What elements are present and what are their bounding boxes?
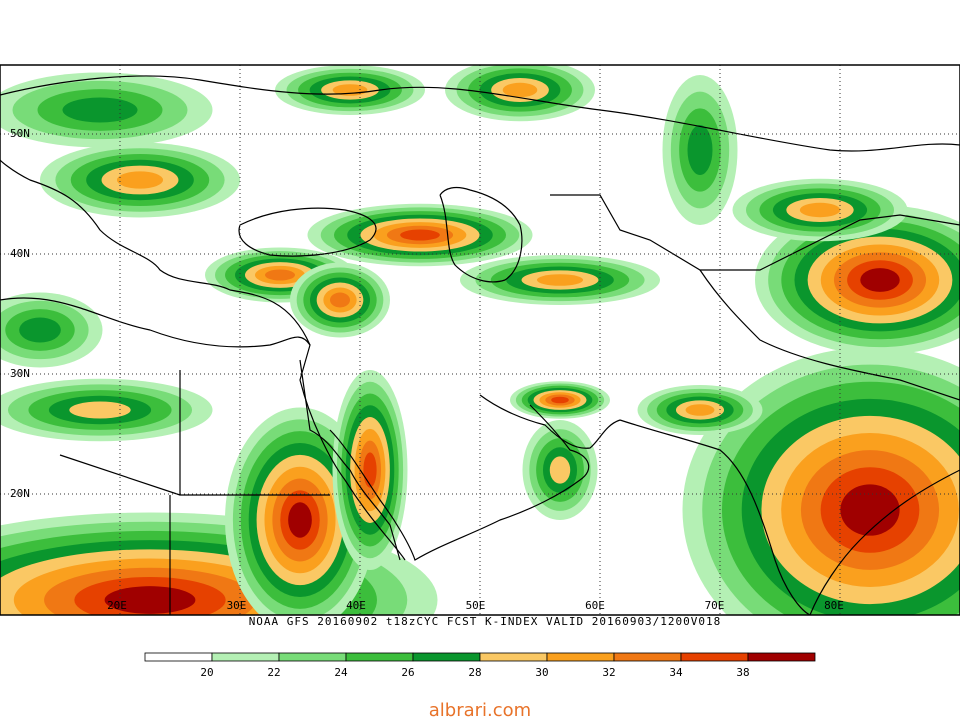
field-contour (117, 171, 163, 188)
field-contour (363, 452, 376, 487)
caption: NOAA GFS 20160902 t18zCYC FCST K-INDEX V… (249, 615, 722, 628)
colorbar-swatch (614, 653, 681, 661)
lat-label: 30N (10, 367, 30, 380)
colorbar-swatch (145, 653, 212, 661)
colorbar-label: 26 (401, 666, 414, 679)
field-contour (265, 270, 295, 281)
colorbar-label: 22 (267, 666, 280, 679)
colorbar-swatch (748, 653, 815, 661)
field-contour (330, 293, 350, 308)
colorbar-swatch (212, 653, 279, 661)
colorbar-swatch (480, 653, 547, 661)
colorbar-label: 28 (468, 666, 481, 679)
colorbar-swatch (279, 653, 346, 661)
field-contour (688, 125, 713, 175)
lat-label: 20N (10, 487, 30, 500)
colorbar-swatch (346, 653, 413, 661)
field-contour (19, 318, 61, 343)
field-contour (686, 404, 715, 416)
field-contour (503, 83, 538, 97)
field-contour (860, 268, 899, 292)
field-contour (400, 229, 440, 240)
colorbar-label: 34 (669, 666, 683, 679)
lon-label: 20E (107, 599, 127, 612)
colorbar-swatch (413, 653, 480, 661)
colorbar-swatch (547, 653, 614, 661)
field-contour (550, 456, 570, 483)
field-contour (840, 484, 899, 535)
field-contour (63, 98, 138, 123)
watermark: albrari.com (429, 700, 531, 720)
field-contour (800, 203, 840, 217)
colorbar-label: 32 (602, 666, 615, 679)
field-contour (537, 274, 583, 286)
field-contour (69, 401, 130, 418)
lon-label: 80E (824, 599, 844, 612)
field-contour (551, 397, 569, 404)
lat-label: 40N (10, 247, 30, 260)
lon-label: 40E (346, 599, 366, 612)
lon-label: 60E (585, 599, 605, 612)
colorbar-swatch (681, 653, 748, 661)
colorbar-label: 30 (535, 666, 548, 679)
colorbar-label: 20 (200, 666, 213, 679)
colorbar-label: 24 (334, 666, 348, 679)
lon-label: 70E (705, 599, 725, 612)
field-contour (288, 502, 312, 538)
colorbar-label: 38 (736, 666, 749, 679)
lat-label: 50N (10, 127, 30, 140)
lon-label: 50E (466, 599, 486, 612)
colorbar: 20 22 24 26 28 30 32 34 38 (145, 653, 815, 679)
lon-label: 30E (227, 599, 247, 612)
